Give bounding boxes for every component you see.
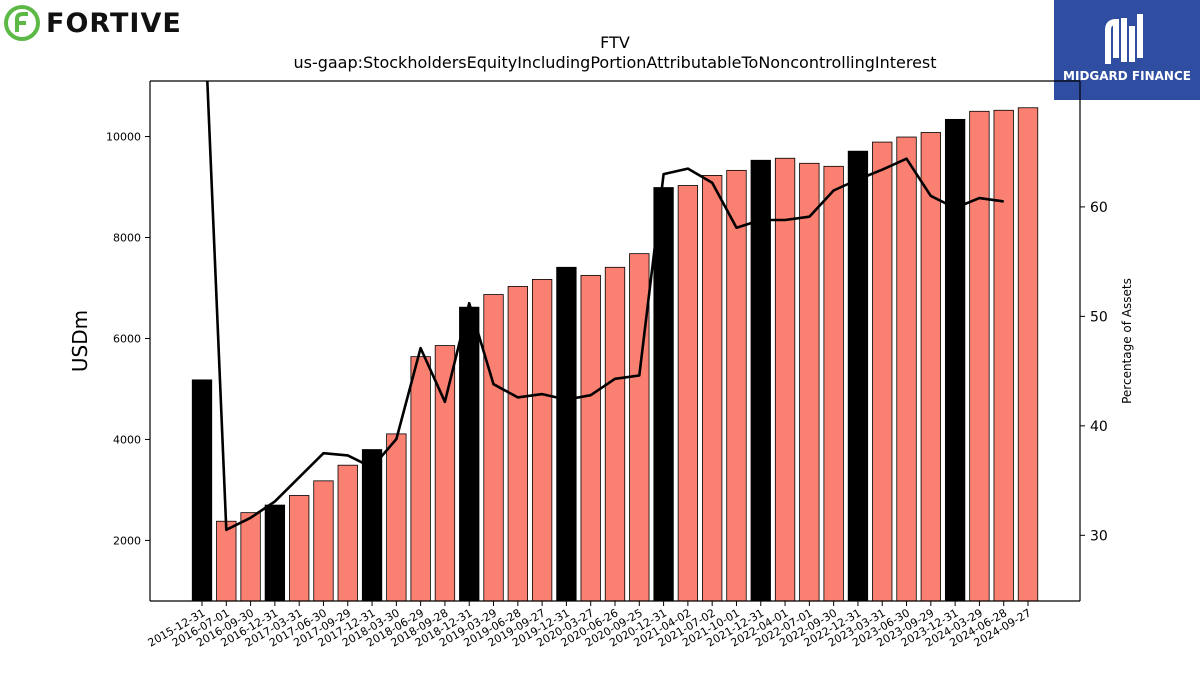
- bar-2024-03-29: [969, 110, 990, 602]
- y2-tick-label-60: 60: [1090, 200, 1108, 216]
- bar-2019-09-27: [531, 279, 553, 602]
- bar-2022-09-30: [823, 165, 844, 602]
- midgard-logo-text: MIDGARD FINANCE: [1063, 69, 1191, 83]
- bar-2015-12-31: [191, 379, 213, 602]
- percentage-line: [206, 81, 1004, 532]
- bar-2020-03-27: [580, 274, 601, 602]
- y2-tick-label-50: 50: [1090, 309, 1108, 325]
- y-tick-label-4000: 4000: [113, 433, 141, 446]
- bar-2023-12-31: [944, 118, 966, 602]
- bar-2023-09-29: [920, 132, 941, 602]
- bar-2019-03-29: [483, 294, 504, 602]
- bar-2016-09-30: [240, 512, 261, 602]
- fortive-logo: FORTIVE: [4, 4, 182, 42]
- y-tick-label-8000: 8000: [113, 232, 141, 245]
- y2-tick-label-40: 40: [1090, 419, 1108, 435]
- midgard-finance-logo: MIDGARD FINANCE: [1054, 0, 1200, 100]
- fortive-leaf-icon: [4, 5, 40, 41]
- y2-axis-label: Percentage of Assets: [1120, 278, 1134, 404]
- bar-2020-06-26: [604, 266, 626, 602]
- bar-2024-06-28: [993, 109, 1014, 602]
- y-axis-label: USDm: [68, 310, 92, 372]
- bar-2018-06-29: [410, 356, 431, 602]
- bar-2019-06-28: [507, 286, 528, 602]
- bar-2017-06-30: [313, 480, 334, 602]
- y-tick-label-6000: 6000: [113, 332, 141, 345]
- bar-2018-12-31: [459, 306, 480, 602]
- bar-2023-06-30: [896, 136, 917, 602]
- bar-2024-09-27: [1017, 107, 1039, 602]
- y2-tick-label-30: 30: [1090, 528, 1108, 544]
- bar-2020-12-31: [653, 187, 674, 602]
- bar-2020-09-25: [629, 253, 650, 602]
- chart-subtitle: us-gaap:StockholdersEquityIncludingPorti…: [293, 53, 937, 72]
- bar-2016-12-31: [264, 504, 286, 602]
- bar-2023-03-31: [872, 141, 893, 602]
- midgard-emblem-icon: [1105, 14, 1143, 64]
- bar-2017-12-31: [361, 449, 383, 602]
- bar-2022-12-31: [847, 150, 869, 602]
- bar-2016-07-01: [216, 520, 237, 602]
- bar-2017-09-29: [337, 464, 358, 602]
- bar-2018-03-30: [386, 433, 407, 602]
- y-tick-label-2000: 2000: [113, 534, 141, 547]
- chart-title: FTV: [600, 33, 630, 52]
- bar-2022-07-01: [799, 162, 820, 602]
- bar-2021-10-01: [726, 169, 747, 602]
- bar-2021-07-02: [702, 175, 723, 602]
- bar-2021-04-02: [677, 185, 699, 602]
- bar-2019-12-31: [556, 266, 577, 602]
- bar-2021-12-31: [750, 159, 771, 602]
- y-tick-label-10000: 10000: [106, 131, 141, 144]
- fortive-logo-text: FORTIVE: [46, 7, 182, 39]
- bar-2022-04-01: [774, 157, 796, 602]
- bar-2017-03-31: [289, 495, 310, 602]
